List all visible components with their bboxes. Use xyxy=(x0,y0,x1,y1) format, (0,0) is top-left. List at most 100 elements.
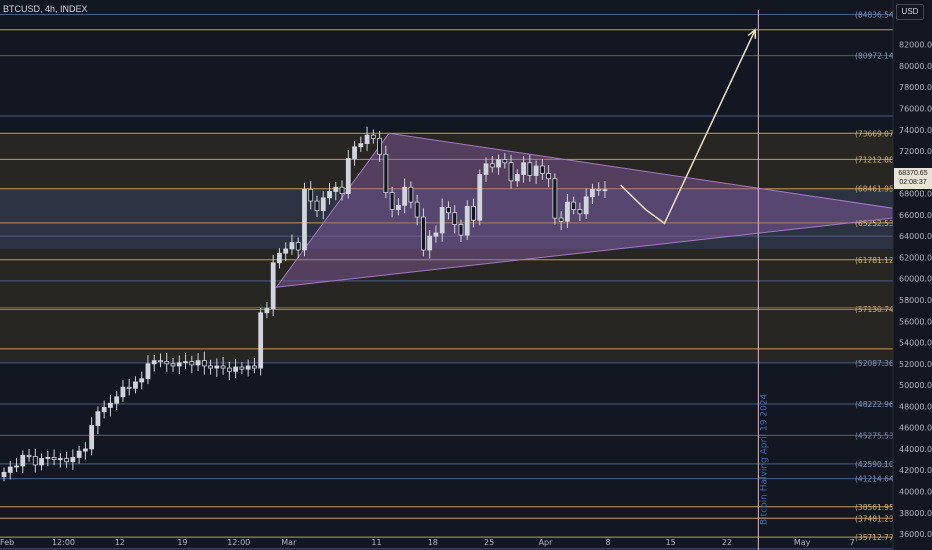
price-tick-label: 72000.00 xyxy=(899,147,932,156)
time-tick-label: 7 xyxy=(850,538,855,547)
candle-body xyxy=(596,188,602,191)
price-axis-background xyxy=(893,0,932,550)
price-tick-label: 54000.00 xyxy=(899,339,932,348)
projection-path xyxy=(620,29,756,225)
level-label: (38561.95) xyxy=(855,503,897,512)
currency-selector[interactable]: USD xyxy=(896,4,924,20)
candle-body xyxy=(208,365,213,369)
candle-body xyxy=(558,217,564,222)
candle-body xyxy=(283,248,289,254)
candle-body xyxy=(308,188,314,202)
bar-countdown: 02:08:37 xyxy=(899,179,927,186)
candle-body xyxy=(45,457,51,459)
candle-body xyxy=(277,252,282,264)
candle-body xyxy=(245,365,251,370)
level-label: (41214.64) xyxy=(855,475,897,484)
time-tick-label: 11 xyxy=(371,538,381,547)
candle-body xyxy=(320,197,326,212)
candle-body xyxy=(101,407,107,413)
candle-body xyxy=(189,361,195,366)
candle-body xyxy=(164,361,170,365)
candle-body xyxy=(552,178,558,219)
candle-body xyxy=(583,196,589,215)
candle-body xyxy=(339,186,345,195)
projection-layer xyxy=(620,28,757,225)
consolidation-band xyxy=(0,188,893,249)
candle-body xyxy=(602,189,608,192)
level-label: (45275.53) xyxy=(855,431,897,440)
price-tick-label: 58000.00 xyxy=(899,296,932,305)
price-tick-label: 68000.00 xyxy=(899,190,932,199)
candle-body xyxy=(464,205,470,236)
candle-body xyxy=(433,232,439,237)
price-tick-label: 50000.00 xyxy=(899,381,932,390)
last-price-badge: 68370.65 02:08:37 xyxy=(894,168,932,189)
candle-body xyxy=(327,191,332,199)
price-tick-label: 66000.00 xyxy=(899,211,932,220)
candle-body xyxy=(201,360,207,367)
candle-body xyxy=(508,162,514,182)
level-label: (61781.12) xyxy=(855,256,897,265)
price-tick-label: 52000.00 xyxy=(899,360,932,369)
candle-body xyxy=(114,396,120,404)
candle-body xyxy=(1,471,7,477)
candle-body xyxy=(421,216,426,251)
time-tick-label: 18 xyxy=(428,538,438,547)
candle-body xyxy=(82,448,88,452)
candle-body xyxy=(51,457,57,460)
candle-body xyxy=(120,386,126,398)
candle-body xyxy=(546,173,552,180)
time-tick-label: 12:00 xyxy=(227,538,250,547)
candle-body xyxy=(514,174,520,182)
candle-body xyxy=(427,235,433,251)
candle-body xyxy=(502,159,508,164)
price-tick-label: 64000.00 xyxy=(899,232,932,241)
candle-body xyxy=(14,465,19,468)
zones-layer xyxy=(0,133,893,363)
price-tick-label: 78000.00 xyxy=(899,83,932,92)
level-label: (52087.36) xyxy=(855,359,897,368)
candle-body xyxy=(446,207,451,214)
time-tick-label: 22 xyxy=(722,538,732,547)
candle-body xyxy=(533,165,539,176)
level-label: (80972.14) xyxy=(855,52,897,61)
level-label: (65252.53) xyxy=(855,219,897,228)
price-tick-label: 80000.00 xyxy=(899,62,932,71)
price-tick-label: 44000.00 xyxy=(899,445,932,454)
time-tick-label: 25 xyxy=(484,538,494,547)
price-tick-label: 60000.00 xyxy=(899,275,932,284)
time-tick-label: 19 xyxy=(177,538,187,547)
candle-body xyxy=(439,207,445,234)
candle-body xyxy=(314,200,320,212)
candle-body xyxy=(239,366,245,370)
candle-body xyxy=(226,367,232,372)
candle-body xyxy=(70,457,76,463)
level-label: (37481.23) xyxy=(855,514,897,523)
candle-body xyxy=(195,360,201,366)
level-label: (35712.77) xyxy=(855,533,897,542)
candle-body xyxy=(151,360,157,365)
price-tick-label: 36000.00 xyxy=(899,530,932,539)
candle-body xyxy=(39,458,44,466)
candle-body xyxy=(57,458,63,460)
candle-body xyxy=(414,201,420,218)
candle-body xyxy=(220,365,226,369)
level-label: (57130.74) xyxy=(855,305,897,314)
candle-body xyxy=(383,153,389,193)
candle-body xyxy=(395,204,401,210)
candle-body xyxy=(352,146,357,159)
candle-body xyxy=(521,162,526,175)
candle-body xyxy=(577,209,583,215)
candle-body xyxy=(471,205,476,221)
price-tick-label: 48000.00 xyxy=(899,402,932,411)
levels-layer: (84836.54) (80972.14) (73669.07) (71212.88)… xyxy=(0,11,897,550)
candle-body xyxy=(233,366,239,372)
price-tick-label: 76000.00 xyxy=(899,105,932,114)
time-tick-label: May xyxy=(794,538,811,547)
candle-body xyxy=(251,365,257,369)
level-label: (42590.10) xyxy=(855,460,897,469)
candle-body xyxy=(345,158,351,195)
candle-body xyxy=(302,188,307,251)
price-tick-label: 82000.00 xyxy=(899,41,932,50)
